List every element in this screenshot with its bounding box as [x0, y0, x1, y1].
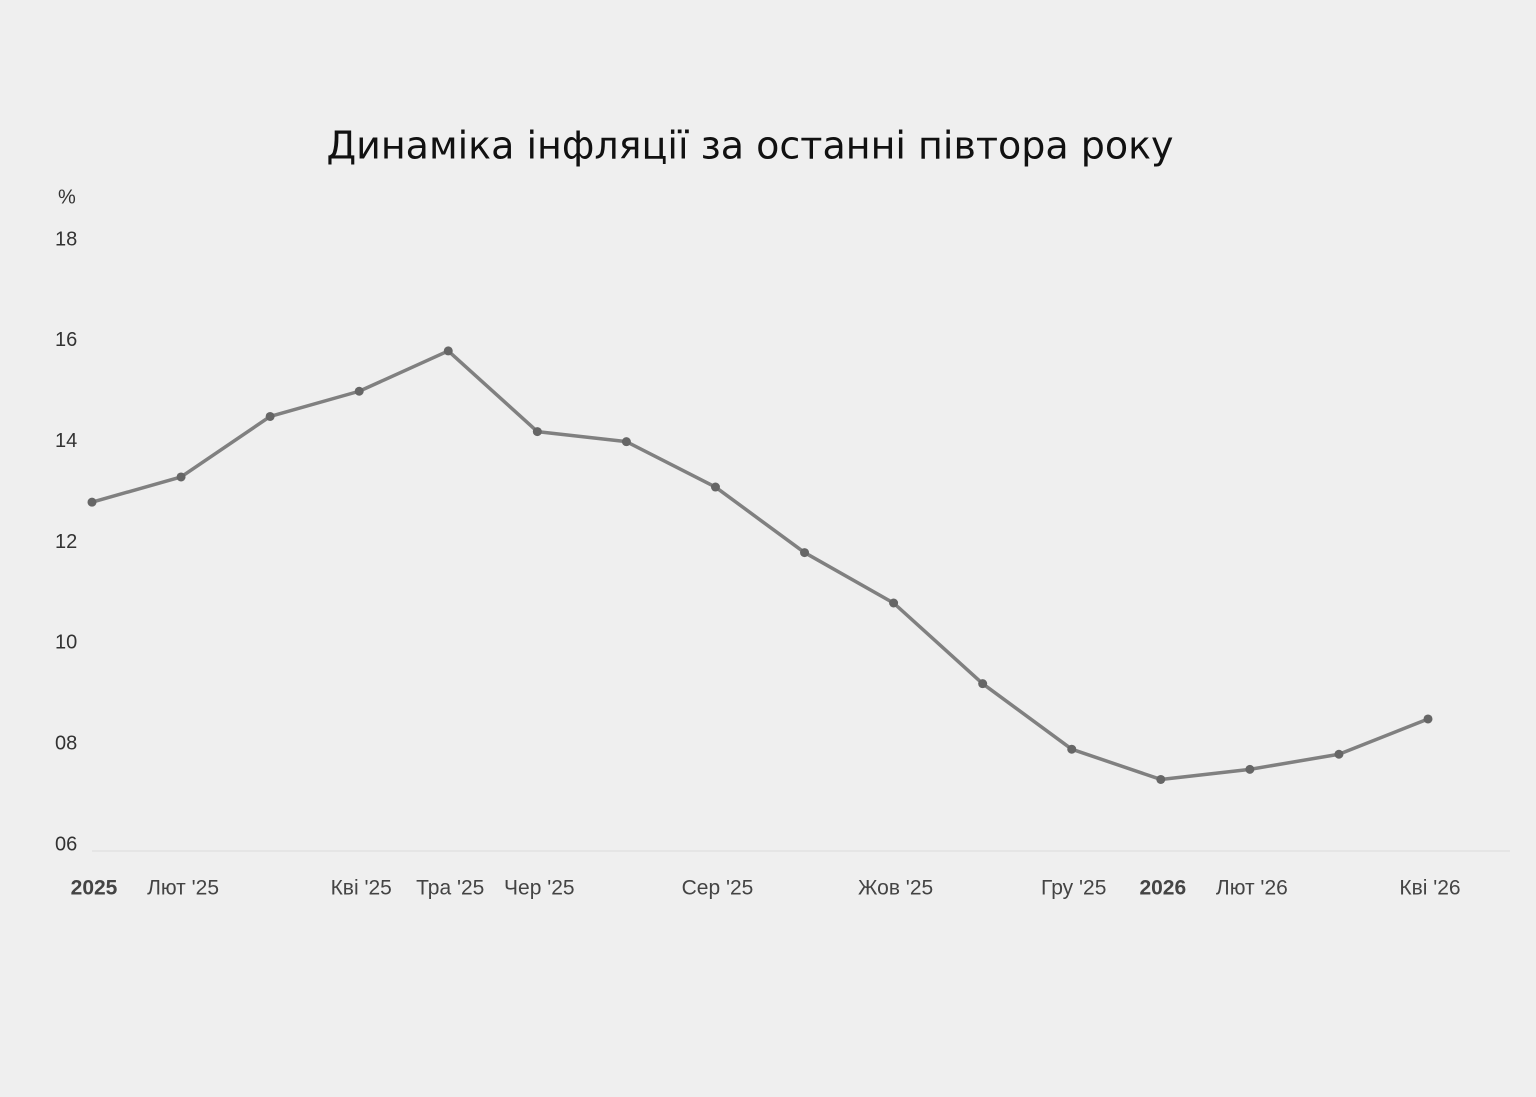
y-tick-label: 14	[55, 430, 77, 452]
point	[978, 679, 988, 689]
point	[1334, 749, 1344, 759]
point	[800, 548, 810, 558]
point	[443, 346, 453, 356]
point	[265, 411, 275, 421]
x-tick-label: Гру '25	[1041, 877, 1106, 900]
point	[354, 386, 364, 396]
line	[91, 349, 1429, 782]
x-tick-label: 2025	[71, 877, 118, 900]
x-tick-label: Чер '25	[504, 877, 575, 900]
point	[889, 598, 899, 608]
x-tick-label: Кві '25	[331, 877, 392, 900]
x-tick-label: Сер '25	[682, 877, 754, 900]
chart-title: Динаміка інфляції за останні півтора рок…	[326, 124, 1173, 168]
point	[1067, 744, 1077, 754]
point	[1245, 764, 1255, 774]
point	[87, 497, 97, 507]
y-tick-label: 18	[55, 228, 77, 250]
point	[1423, 714, 1433, 724]
y-tick-label: 06	[55, 833, 77, 855]
point	[532, 427, 542, 437]
x-tick-label: Лют '25	[147, 877, 219, 900]
point	[621, 437, 631, 447]
y-axis-label: %	[58, 186, 76, 208]
x-tick-label: Лют '26	[1216, 877, 1288, 900]
point	[710, 482, 720, 492]
x-tick-label: 2026	[1139, 877, 1186, 900]
x-tick-label: Тра '25	[416, 877, 484, 900]
x-tick-label: Жов '25	[858, 877, 933, 900]
point	[1156, 774, 1166, 784]
y-tick-label: 08	[55, 732, 77, 754]
y-tick-label: 10	[55, 632, 77, 654]
y-tick-label: 16	[55, 329, 77, 351]
x-tick-label: Кві '26	[1399, 877, 1460, 900]
y-tick-label: 12	[55, 531, 77, 553]
point	[176, 472, 186, 482]
